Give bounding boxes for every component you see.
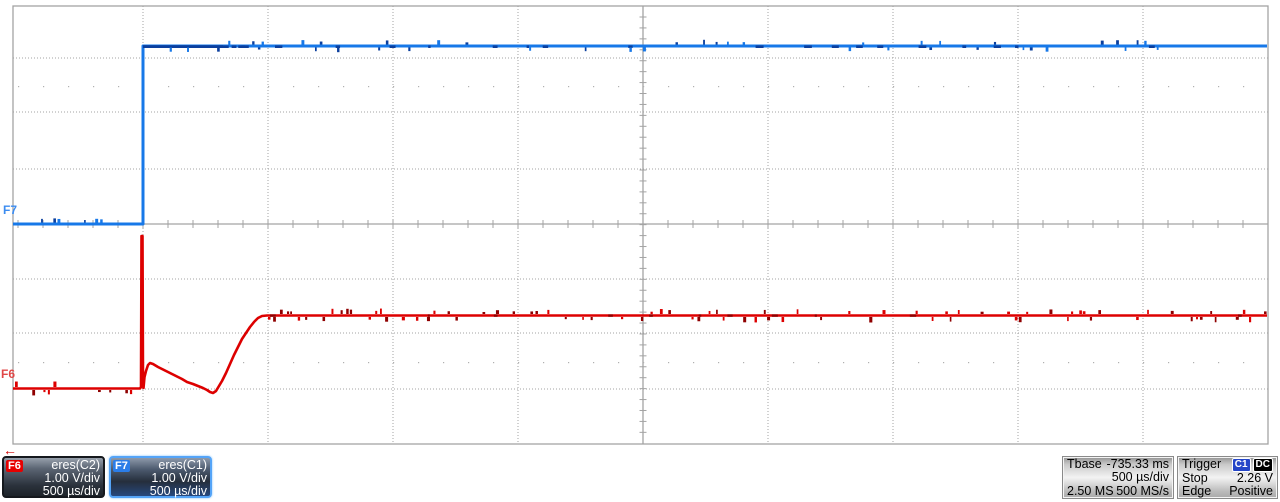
descriptor-vdiv: 1.00 V/div: [44, 471, 100, 485]
trigger-row-1: Trigger C1 DC: [1182, 457, 1273, 472]
waveform-display: [12, 5, 1269, 445]
trigger-coupling-badge: DC: [1252, 458, 1273, 472]
channel-descriptor-f6[interactable]: F6 eres(C2) 1.00 V/div 500 µs/div: [2, 456, 105, 498]
descriptor-tdiv: 500 µs/div: [149, 484, 207, 498]
trigger-level: 2.26 V: [1236, 471, 1273, 485]
descriptor-source: eres(C2): [51, 458, 100, 472]
channel-descriptor-f7[interactable]: F7 eres(C1) 1.00 V/div 500 µs/div: [109, 456, 212, 498]
timebase-row-3: 2.50 MS 500 MS/s: [1067, 483, 1169, 498]
descriptor-title-row: F6 eres(C2): [6, 459, 100, 472]
timebase-row-1: Tbase -735.33 ms: [1067, 457, 1169, 471]
f7-badge: F7: [113, 459, 130, 472]
timebase-box[interactable]: Tbase -735.33 ms 500 µs/div 2.50 MS 500 …: [1062, 456, 1174, 499]
trace-label-f6[interactable]: F6: [1, 367, 16, 381]
trigger-source-badge: C1: [1231, 458, 1251, 472]
descriptor-title-row: F7 eres(C1): [113, 459, 207, 472]
timebase-delay: -735.33 ms: [1106, 457, 1169, 471]
trigger-badges: C1 DC: [1231, 458, 1273, 472]
timebase-row-2: 500 µs/div: [1067, 470, 1169, 485]
trigger-box[interactable]: Trigger C1 DC Stop 2.26 V Edge Positive: [1177, 456, 1278, 499]
trace-label-f7[interactable]: F7: [3, 203, 18, 217]
descriptor-tdiv: 500 µs/div: [42, 484, 100, 498]
timebase-rate: 500 MS/s: [1116, 483, 1169, 498]
f6-badge: F6: [6, 459, 23, 472]
trigger-position-arrow[interactable]: ←: [3, 442, 17, 458]
descriptor-vdiv: 1.00 V/div: [151, 471, 207, 485]
descriptor-source: eres(C1): [158, 458, 207, 472]
trigger-label: Trigger: [1182, 457, 1222, 471]
trigger-slope: Positive: [1229, 484, 1273, 499]
timebase-label: Tbase: [1067, 457, 1102, 471]
trigger-row-3: Edge Positive: [1182, 484, 1273, 499]
trigger-mode-label: Stop: [1182, 471, 1208, 485]
timebase-tdiv: 500 µs/div: [1111, 470, 1169, 485]
trigger-row-2: Stop 2.26 V: [1182, 471, 1273, 485]
trigger-type-label: Edge: [1182, 484, 1212, 499]
timebase-samples: 2.50 MS: [1067, 483, 1114, 498]
